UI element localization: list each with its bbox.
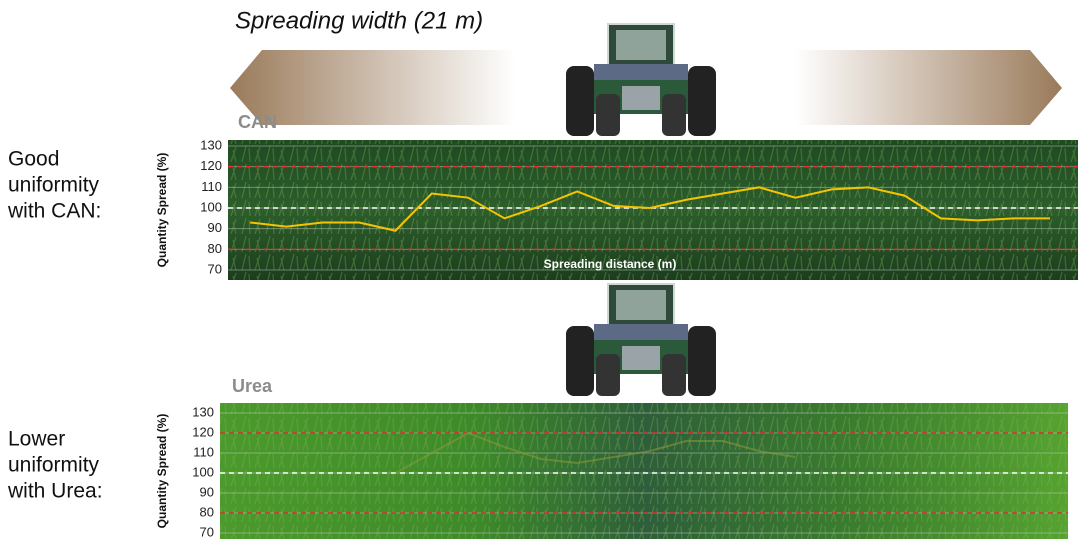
x-axis-label: Spreading distance (m) [544, 257, 677, 271]
data-line [394, 431, 796, 474]
grass-texture [228, 140, 1078, 280]
side-caption: uniformity [8, 174, 100, 197]
y-tick-label: 80 [200, 504, 214, 519]
y-tick-label: 110 [193, 444, 214, 459]
arrow-left [230, 50, 515, 125]
side-caption: uniformity [8, 454, 100, 477]
tractor-bottom [565, 283, 717, 397]
side-caption: with CAN: [7, 200, 101, 223]
y-tick-label: 130 [192, 404, 214, 419]
y-tick-label: 100 [192, 464, 214, 479]
side-caption: Good [8, 148, 59, 171]
header-title: Spreading width (21 m) [235, 7, 483, 34]
chart-title: CAN [238, 112, 277, 132]
y-tick-label: 90 [208, 220, 222, 235]
y-tick-label: 120 [192, 424, 214, 439]
chart-title: Urea [232, 376, 273, 396]
tractor-top [565, 23, 717, 137]
arrow-right [795, 50, 1062, 125]
y-axis-label: Quantity Spread (%) [155, 153, 169, 268]
grass-texture [220, 403, 1068, 539]
y-tick-label: 120 [200, 158, 222, 173]
data-line [249, 186, 1050, 232]
side-caption: with Urea: [7, 480, 103, 503]
y-tick-label: 130 [200, 137, 222, 152]
y-tick-label: 70 [208, 261, 222, 276]
y-tick-label: 70 [200, 524, 214, 539]
y-tick-label: 100 [200, 199, 222, 214]
y-tick-label: 80 [208, 241, 222, 256]
y-tick-label: 90 [200, 484, 214, 499]
y-tick-label: 110 [201, 179, 222, 194]
y-axis-label: Quantity Spread (%) [155, 414, 169, 529]
side-caption: Lower [8, 428, 65, 451]
